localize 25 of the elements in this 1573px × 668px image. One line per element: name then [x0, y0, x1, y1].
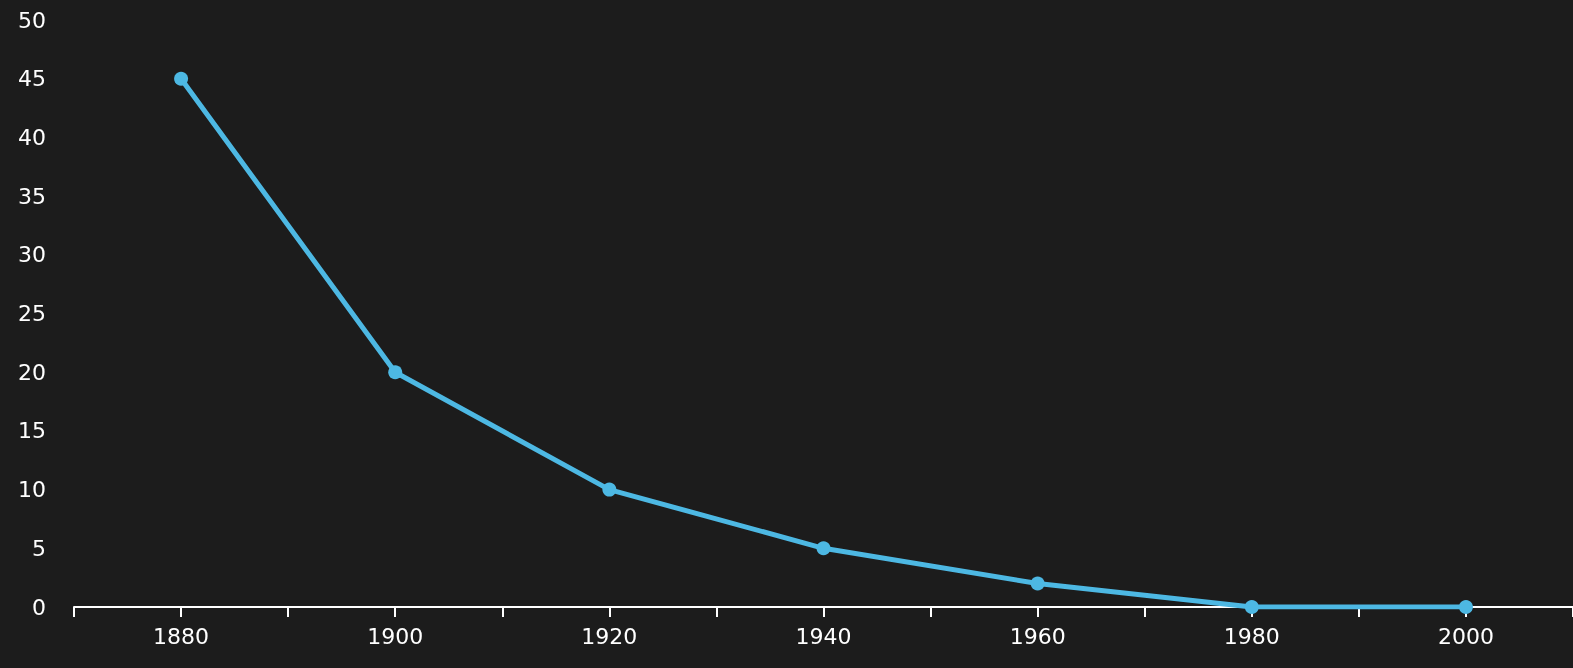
x-tick-label: 1980	[1223, 623, 1280, 649]
y-tick-label: 40	[18, 124, 46, 150]
y-tick-label: 45	[18, 66, 46, 92]
y-tick-label: 20	[18, 359, 46, 385]
point	[816, 541, 831, 556]
x-tick-label: 1940	[795, 623, 852, 649]
y-tick-label: 0	[32, 594, 46, 620]
y-tick-label: 5	[32, 535, 46, 561]
x-tick-label: 1900	[367, 623, 424, 649]
y-tick-label: 30	[18, 242, 46, 268]
x-tick-label: 1960	[1009, 623, 1066, 649]
point	[174, 71, 189, 86]
point	[1458, 600, 1473, 614]
y-tick-label: 25	[18, 301, 46, 326]
x-tick-label: 2000	[1437, 623, 1494, 649]
point	[602, 482, 617, 497]
x-tick-label: 1920	[581, 623, 638, 649]
point	[388, 365, 403, 380]
point	[1030, 576, 1045, 591]
y-tick-label: 15	[18, 418, 46, 444]
x-tick-label: 1880	[153, 623, 210, 649]
y-tick-label: 35	[18, 183, 46, 209]
y-tick-label: 10	[18, 477, 46, 503]
y-tick-label: 50	[18, 7, 46, 33]
point	[1244, 600, 1259, 614]
